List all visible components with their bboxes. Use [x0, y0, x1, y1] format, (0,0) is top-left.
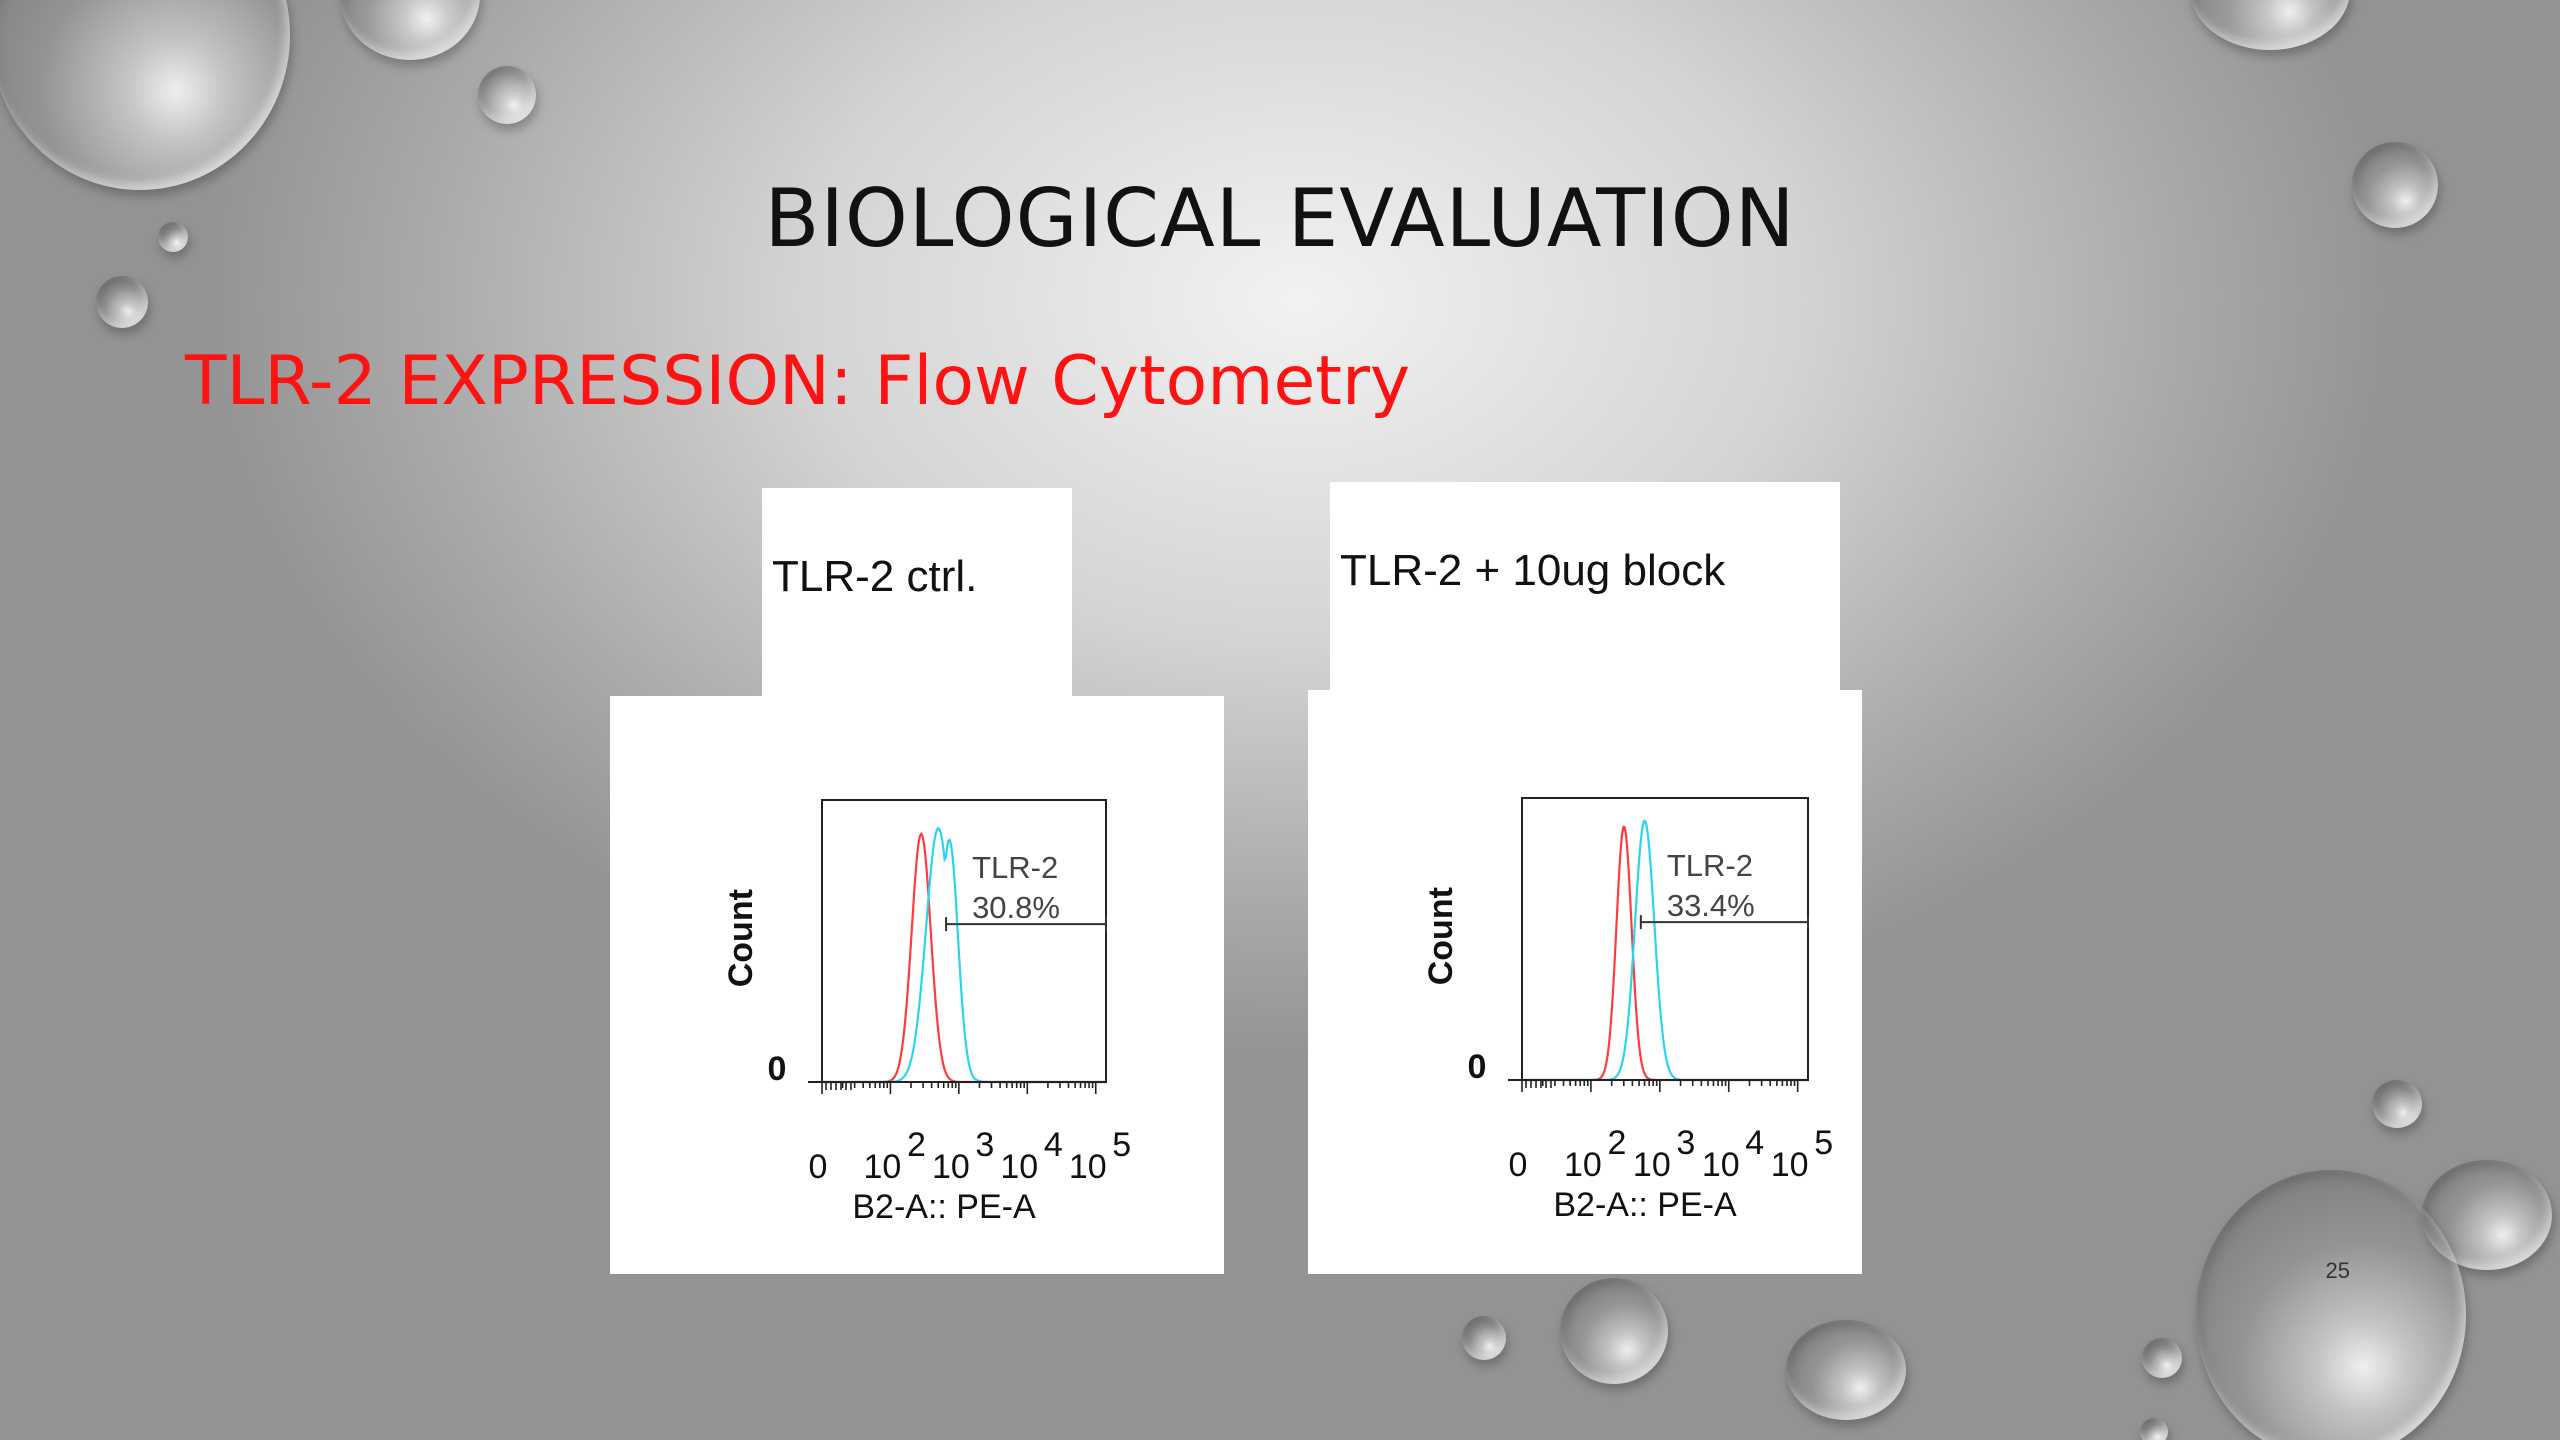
y-axis-label: Count: [1422, 887, 1460, 985]
gate-percent: 33.4%: [1667, 888, 1755, 923]
water-droplet: [2142, 1338, 2182, 1378]
histogram-panel: TLR-2 30.8% 0 10 2 10 3 10 4 10 5 B2-A:: PE-A Count 0: [610, 696, 1224, 1274]
water-droplet: [158, 222, 188, 252]
x-tick-exponent: 4: [1745, 1124, 1764, 1162]
gate-percent: 30.8%: [972, 890, 1060, 925]
slide-subtitle: TLR-2 EXPRESSION: Flow Cytometry: [185, 342, 1411, 421]
water-droplet: [1462, 1316, 1506, 1360]
water-droplet: [1560, 1278, 1668, 1384]
x-tick-exponent: 5: [1112, 1126, 1131, 1164]
water-droplet: [2372, 1080, 2422, 1128]
x-tick-exponent: 2: [1607, 1124, 1626, 1162]
histogram-series-red: [1522, 825, 1808, 1082]
water-droplet: [1786, 1320, 1906, 1420]
panel-label-box: [762, 488, 1072, 698]
x-tick-exponent: 4: [1044, 1126, 1063, 1164]
x-tick-exponent: 3: [975, 1126, 994, 1164]
water-droplet: [478, 66, 536, 124]
water-droplet: [96, 276, 148, 328]
histogram-series-cyan: [822, 826, 1106, 1084]
slide-title: BIOLOGICAL EVALUATION: [764, 172, 1796, 265]
y-zero-label: 0: [768, 1050, 787, 1088]
panel-label: TLR-2 ctrl.: [772, 552, 978, 601]
x-tick-label: 10: [1069, 1148, 1107, 1186]
histogram-series-cyan: [1522, 819, 1808, 1082]
panel-label-box: [1330, 482, 1840, 698]
x-tick-exponent: 3: [1676, 1124, 1695, 1162]
y-axis-label: Count: [722, 889, 760, 987]
plot-frame: [821, 799, 1107, 1083]
y-zero-label: 0: [1468, 1048, 1487, 1086]
gate-name: TLR-2: [972, 850, 1058, 885]
panel-label: TLR-2 + 10ug block: [1340, 546, 1726, 595]
water-droplet: [2140, 1418, 2168, 1440]
x-tick-exponent: 5: [1814, 1124, 1833, 1162]
x-axis-label: B2-A:: PE-A: [1553, 1186, 1737, 1224]
water-droplet: [2196, 1170, 2466, 1440]
histogram-panel: TLR-2 33.4% 0 10 2 10 3 10 4 10 5 B2-A:: PE-A Count 0: [1308, 690, 1862, 1274]
histogram-series-red: [822, 831, 1106, 1084]
x-tick-exponent: 2: [907, 1126, 926, 1164]
page-number: 25: [2325, 1258, 2350, 1283]
x-tick-label: 10: [1771, 1146, 1809, 1184]
x-tick-label: 10: [932, 1148, 970, 1186]
gate-name: TLR-2: [1667, 848, 1753, 883]
water-droplet: [2352, 142, 2438, 228]
x-tick-label: 10: [1633, 1146, 1671, 1184]
x-tick-label: 10: [1702, 1146, 1740, 1184]
x-tick-label: 0: [1509, 1146, 1528, 1184]
x-tick-label: 10: [1564, 1146, 1602, 1184]
x-axis-label: B2-A:: PE-A: [852, 1188, 1036, 1226]
x-tick-label: 0: [809, 1148, 828, 1186]
plot-frame: [1521, 797, 1809, 1081]
water-droplet: [340, 0, 480, 60]
water-droplet: [2190, 0, 2350, 50]
x-tick-label: 10: [1000, 1148, 1038, 1186]
water-droplet: [0, 0, 290, 190]
x-tick-label: 10: [864, 1148, 902, 1186]
